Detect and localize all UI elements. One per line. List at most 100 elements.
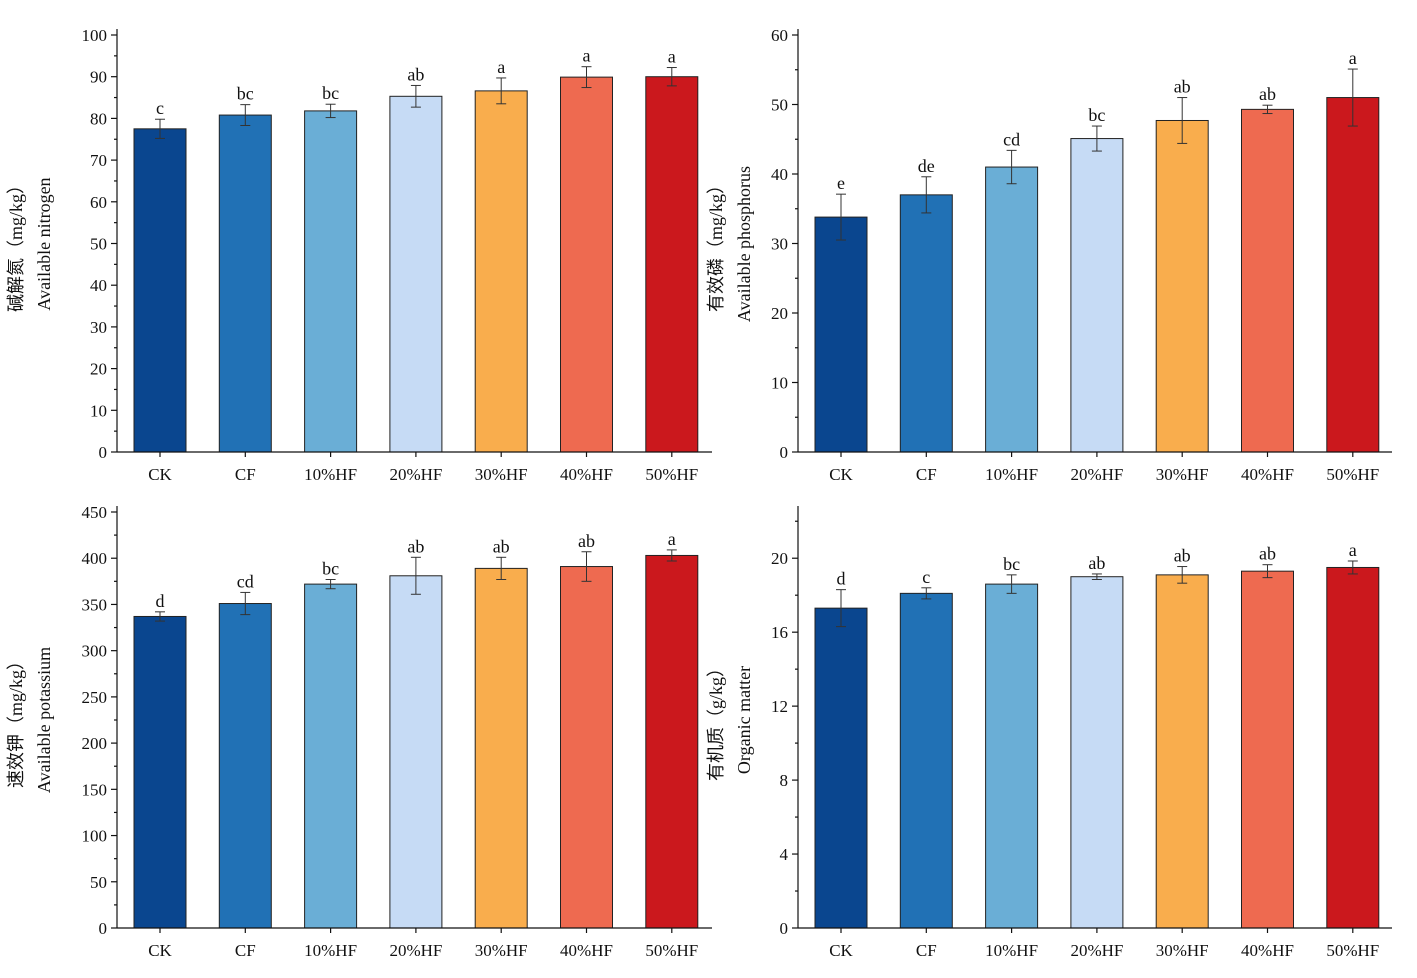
significance-label: e bbox=[837, 173, 845, 193]
x-tick-label: 40%HF bbox=[560, 941, 613, 960]
significance-label: bc bbox=[322, 83, 339, 103]
y-axis-label: Organic matter bbox=[734, 666, 754, 774]
significance-label: ab bbox=[1174, 77, 1191, 97]
significance-label: d bbox=[837, 569, 846, 589]
x-tick-label: 20%HF bbox=[389, 941, 442, 960]
bar-ck bbox=[133, 615, 187, 929]
x-tick-label: 30%HF bbox=[1156, 941, 1209, 960]
x-tick-label: 20%HF bbox=[389, 465, 442, 484]
bar-50pcthf bbox=[645, 76, 699, 453]
error-bar bbox=[240, 104, 251, 126]
bar-50pcthf bbox=[1326, 97, 1380, 453]
y-tick-label: 90 bbox=[90, 68, 107, 87]
error-bar bbox=[581, 551, 592, 582]
x-tick-label: 10%HF bbox=[304, 465, 357, 484]
y-tick-label: 12 bbox=[771, 697, 788, 716]
y-tick-label: 50 bbox=[771, 96, 788, 115]
x-tick-label: 40%HF bbox=[560, 465, 613, 484]
error-bar bbox=[1091, 125, 1102, 152]
y-tick-label: 400 bbox=[82, 549, 108, 568]
bar-10pcthf bbox=[304, 583, 358, 929]
bar-30pcthf bbox=[474, 567, 528, 929]
y-tick-label: 0 bbox=[99, 443, 108, 462]
y-tick-label: 200 bbox=[82, 734, 108, 753]
significance-label: a bbox=[1349, 540, 1357, 560]
y-tick-label: 16 bbox=[771, 623, 788, 642]
x-tick-label: 50%HF bbox=[645, 941, 698, 960]
bar-cf bbox=[218, 603, 272, 929]
error-bar bbox=[325, 578, 336, 590]
significance-label: ab bbox=[407, 536, 424, 556]
y-tick-label: 0 bbox=[99, 919, 108, 938]
x-tick-label: 30%HF bbox=[475, 941, 528, 960]
x-tick-label: CK bbox=[148, 941, 172, 960]
error-bar bbox=[1262, 564, 1273, 579]
y-tick-label: 0 bbox=[780, 443, 789, 462]
bar-ck bbox=[133, 128, 187, 453]
y-tick-label: 60 bbox=[90, 193, 107, 212]
significance-label: ab bbox=[578, 531, 595, 551]
significance-label: cd bbox=[1003, 129, 1020, 149]
chart-available-phosphorus: e CK de CF cd 10%HF bc 20%HF ab 30%HF ab 40%HF a 50%H… bbox=[706, 26, 1392, 484]
y-tick-label: 40 bbox=[771, 165, 788, 184]
bar-20pcthf bbox=[1070, 576, 1124, 929]
significance-label: d bbox=[156, 591, 165, 611]
x-tick-label: CK bbox=[829, 465, 853, 484]
x-tick-label: 40%HF bbox=[1241, 465, 1294, 484]
significance-label: ab bbox=[407, 64, 424, 84]
error-bar bbox=[581, 66, 592, 89]
bar-cf bbox=[218, 114, 272, 453]
significance-label: ab bbox=[1174, 546, 1191, 566]
x-tick-label: 30%HF bbox=[1156, 465, 1209, 484]
bar-20pcthf bbox=[1070, 138, 1124, 453]
x-tick-label: 50%HF bbox=[1326, 941, 1379, 960]
x-tick-label: 40%HF bbox=[1241, 941, 1294, 960]
y-tick-label: 40 bbox=[90, 276, 107, 295]
x-tick-label: 10%HF bbox=[985, 465, 1038, 484]
error-bar bbox=[666, 67, 677, 87]
y-tick-label: 80 bbox=[90, 109, 107, 128]
error-bar bbox=[1091, 573, 1102, 580]
x-tick-label: CK bbox=[148, 465, 172, 484]
x-tick-label: CF bbox=[916, 465, 937, 484]
significance-label: a bbox=[1349, 48, 1357, 68]
y-axis-label: Available nitrogen bbox=[34, 177, 54, 310]
error-bar bbox=[1177, 566, 1188, 584]
significance-label: cd bbox=[237, 571, 254, 591]
y-tick-label: 20 bbox=[90, 360, 107, 379]
bar-30pcthf bbox=[1155, 574, 1209, 929]
significance-label: ab bbox=[1259, 544, 1276, 564]
error-bar bbox=[1347, 560, 1358, 575]
y-axis-label: Available phosphorus bbox=[734, 166, 754, 322]
significance-label: bc bbox=[322, 558, 339, 578]
y-tick-label: 450 bbox=[82, 503, 108, 522]
significance-label: ab bbox=[1259, 84, 1276, 104]
significance-label: de bbox=[918, 156, 935, 176]
bar-30pcthf bbox=[474, 90, 528, 453]
significance-label: a bbox=[668, 529, 676, 549]
bar-30pcthf bbox=[1155, 119, 1209, 453]
x-tick-label: 10%HF bbox=[985, 941, 1038, 960]
bar-10pcthf bbox=[985, 166, 1039, 453]
y-axis-label: 有机质（g/kg） bbox=[706, 659, 726, 781]
y-tick-label: 20 bbox=[771, 549, 788, 568]
y-tick-label: 60 bbox=[771, 26, 788, 45]
error-bar bbox=[921, 176, 932, 214]
error-bar bbox=[496, 556, 507, 580]
significance-label: bc bbox=[1088, 105, 1105, 125]
bar-40pcthf bbox=[1241, 108, 1294, 453]
significance-label: bc bbox=[1003, 554, 1020, 574]
chart-available-potassium: d CK cd CF bc 10%HF ab 20%HF ab 30%HF ab 40%HF a 50%H… bbox=[6, 503, 712, 960]
x-tick-label: 50%HF bbox=[1326, 465, 1379, 484]
chart-organic-matter: d CK c CF bc 10%HF ab 20%HF ab 30%HF ab 40%HF a 50%HF… bbox=[706, 506, 1392, 960]
significance-label: ab bbox=[1088, 553, 1105, 573]
error-bar bbox=[410, 556, 421, 595]
y-axis-label: 有效磷（mg/kg） bbox=[706, 176, 726, 312]
x-tick-label: 30%HF bbox=[475, 465, 528, 484]
x-tick-label: 20%HF bbox=[1070, 941, 1123, 960]
bar-cf bbox=[899, 592, 953, 929]
error-bar bbox=[921, 587, 932, 600]
bar-10pcthf bbox=[304, 110, 358, 453]
error-bar bbox=[1177, 97, 1188, 144]
